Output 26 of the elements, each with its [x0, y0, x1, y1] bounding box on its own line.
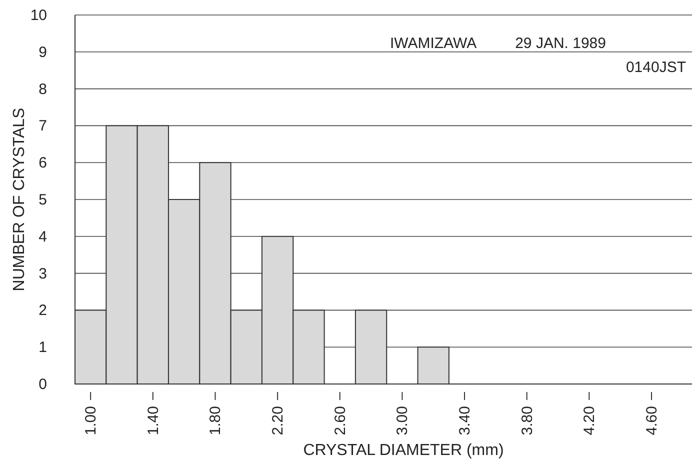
y-tick-label: 3 [38, 265, 47, 282]
y-tick-label: 9 [38, 44, 47, 61]
y-axis-title: NUMBER OF CRYSTALS [11, 108, 28, 292]
y-tick-label: 5 [38, 192, 47, 208]
x-tick-label: 1.80 [207, 406, 224, 436]
x-tick-label: 1.40 [144, 406, 162, 436]
x-axis-title: CRYSTAL DIAMETER (mm) [303, 442, 504, 459]
x-tick-label: 3.80 [518, 406, 536, 436]
x-tick-label: 3.40 [456, 406, 474, 436]
y-tick-label: 2 [38, 302, 47, 320]
y-tick-label: 10 [30, 7, 47, 24]
x-tick-label: 3.00 [394, 406, 412, 436]
y-tick-label: 8 [38, 80, 47, 98]
annotation: IWAMIZAWA [390, 35, 477, 52]
y-tick-label: 0 [38, 376, 47, 393]
x-tick-label: 4.20 [581, 406, 598, 436]
y-tick-label: 1 [38, 339, 47, 356]
annotation: 0140JST [626, 59, 686, 76]
x-tick-label: 1.00 [82, 406, 100, 436]
x-tick-label: 2.20 [270, 406, 287, 436]
x-tick-label: 4.60 [643, 406, 660, 436]
y-tick-label: 7 [38, 118, 47, 135]
y-tick-label: 6 [38, 154, 47, 172]
annotation: 29 JAN. 1989 [515, 35, 606, 52]
x-tick-label: 2.60 [332, 406, 349, 436]
y-tick-label: 4 [38, 228, 47, 246]
